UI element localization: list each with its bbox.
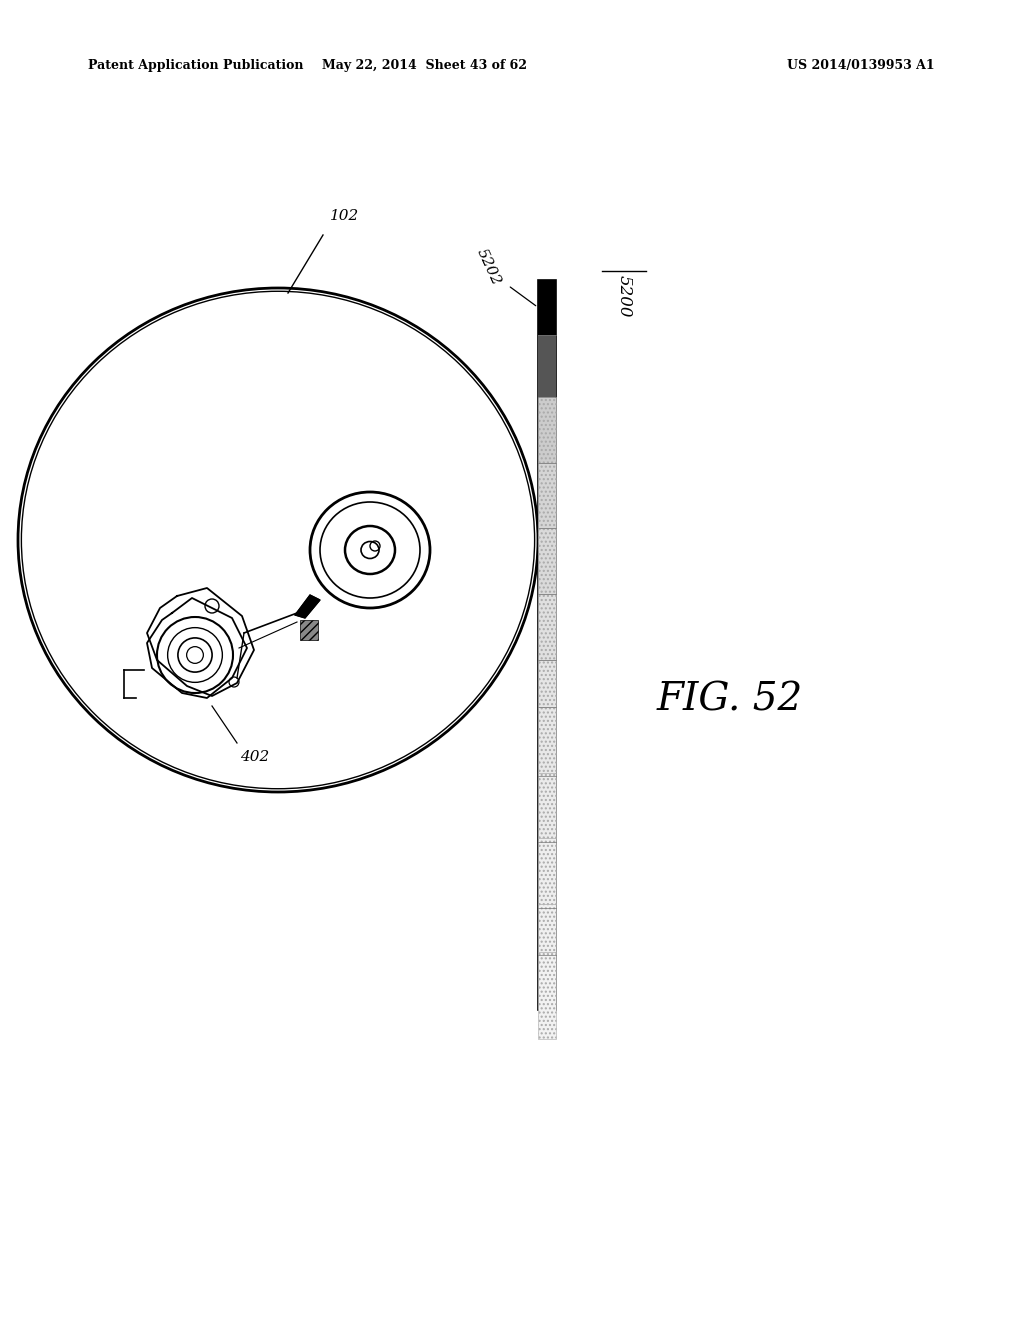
Bar: [538, 397, 556, 462]
Bar: [538, 528, 556, 594]
Bar: [538, 772, 556, 838]
Text: 402: 402: [240, 750, 269, 764]
Text: FIG. 52: FIG. 52: [656, 681, 803, 718]
Text: Patent Application Publication: Patent Application Publication: [88, 58, 303, 71]
Bar: [300, 620, 318, 640]
Bar: [538, 594, 556, 660]
Text: US 2014/0139953 A1: US 2014/0139953 A1: [787, 58, 935, 71]
Text: 102: 102: [330, 209, 359, 223]
Bar: [538, 462, 556, 528]
Bar: [538, 660, 556, 708]
Bar: [538, 280, 556, 335]
Bar: [538, 952, 556, 1039]
Bar: [538, 708, 556, 772]
Bar: [538, 838, 556, 904]
Polygon shape: [295, 595, 319, 618]
Text: 5200: 5200: [615, 275, 633, 318]
Text: 5202: 5202: [474, 247, 503, 288]
Bar: [538, 904, 556, 952]
Bar: [538, 335, 556, 397]
Text: May 22, 2014  Sheet 43 of 62: May 22, 2014 Sheet 43 of 62: [323, 58, 527, 71]
Bar: [538, 280, 556, 1010]
